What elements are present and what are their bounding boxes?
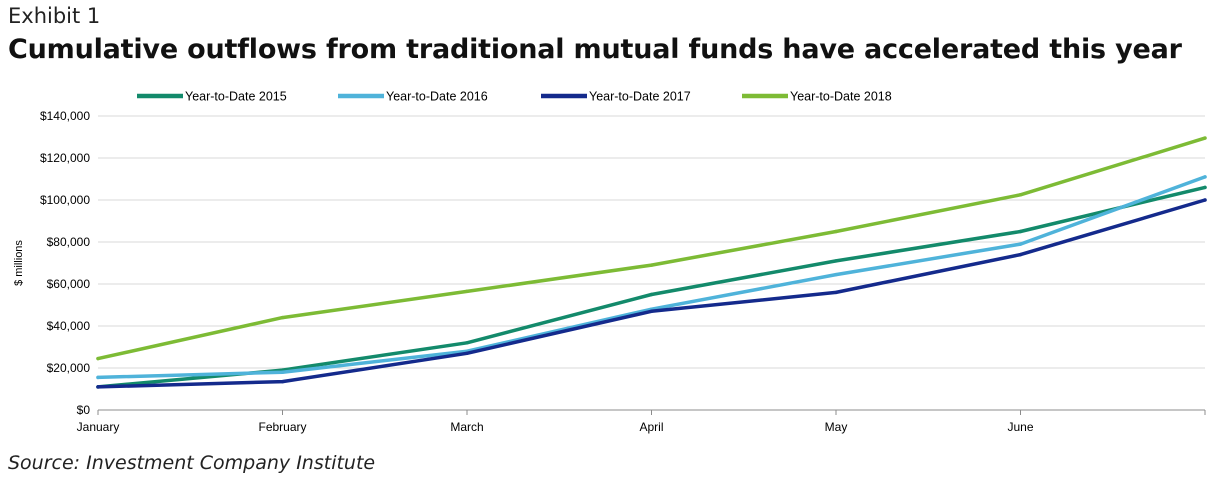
x-tick-label: April bbox=[639, 420, 663, 434]
series-lines bbox=[96, 136, 1207, 389]
data-point bbox=[465, 341, 469, 345]
data-point bbox=[96, 385, 100, 389]
data-point bbox=[1018, 252, 1023, 257]
y-tick-label: $100,000 bbox=[40, 193, 90, 207]
data-point bbox=[834, 259, 838, 263]
legend-label: Year-to-Date 2017 bbox=[589, 90, 691, 104]
data-point bbox=[465, 351, 469, 355]
x-tick-label: February bbox=[258, 420, 306, 434]
legend: Year-to-Date 2015 Year-to-Date 2016 Year-t… bbox=[137, 90, 892, 104]
x-tick-label: March bbox=[450, 420, 483, 434]
data-point bbox=[1018, 242, 1023, 246]
data-point bbox=[1203, 185, 1207, 190]
y-tick-label: $40,000 bbox=[47, 319, 91, 333]
data-point bbox=[649, 263, 654, 267]
data-point bbox=[280, 315, 285, 320]
data-point bbox=[96, 356, 100, 361]
y-axis-title: $ millions bbox=[13, 240, 25, 286]
data-point bbox=[1203, 175, 1207, 179]
x-tick-label: January bbox=[77, 420, 120, 434]
y-axis: $0 $20,000 $40,000 $60,000 $80,000 $100,000 $1… bbox=[13, 109, 90, 417]
x-tick-label: May bbox=[825, 420, 848, 434]
legend-label: Year-to-Date 2016 bbox=[386, 90, 488, 104]
data-point bbox=[280, 370, 285, 374]
data-point bbox=[465, 289, 469, 294]
y-tick-label: $120,000 bbox=[40, 151, 90, 165]
series-line bbox=[96, 185, 1207, 389]
y-tick-label: $60,000 bbox=[47, 277, 91, 291]
data-point bbox=[96, 375, 100, 380]
data-point bbox=[834, 272, 838, 277]
legend-label: Year-to-Date 2015 bbox=[185, 90, 287, 104]
x-tick-label: June bbox=[1007, 420, 1033, 434]
data-point bbox=[280, 379, 285, 384]
data-point bbox=[834, 290, 838, 295]
data-point bbox=[1203, 198, 1207, 202]
data-point bbox=[649, 292, 654, 297]
exhibit-label: Exhibit 1 bbox=[8, 4, 101, 28]
series-line bbox=[96, 175, 1207, 380]
y-tick-label: $140,000 bbox=[40, 109, 90, 123]
data-point bbox=[649, 309, 654, 313]
data-point bbox=[834, 229, 838, 234]
y-tick-label: $0 bbox=[77, 403, 91, 417]
y-tick-label: $20,000 bbox=[47, 361, 91, 375]
grid-lines bbox=[98, 115, 1205, 369]
chart-title: Cumulative outflows from traditional mut… bbox=[8, 34, 1182, 65]
data-point bbox=[1203, 136, 1207, 140]
y-tick-label: $80,000 bbox=[47, 235, 91, 249]
legend-label: Year-to-Date 2018 bbox=[790, 90, 892, 104]
data-point bbox=[1018, 193, 1023, 197]
data-point bbox=[1018, 229, 1023, 234]
x-axis: January February March April May June bbox=[77, 409, 1206, 434]
source-note: Source: Investment Company Institute bbox=[8, 452, 376, 474]
